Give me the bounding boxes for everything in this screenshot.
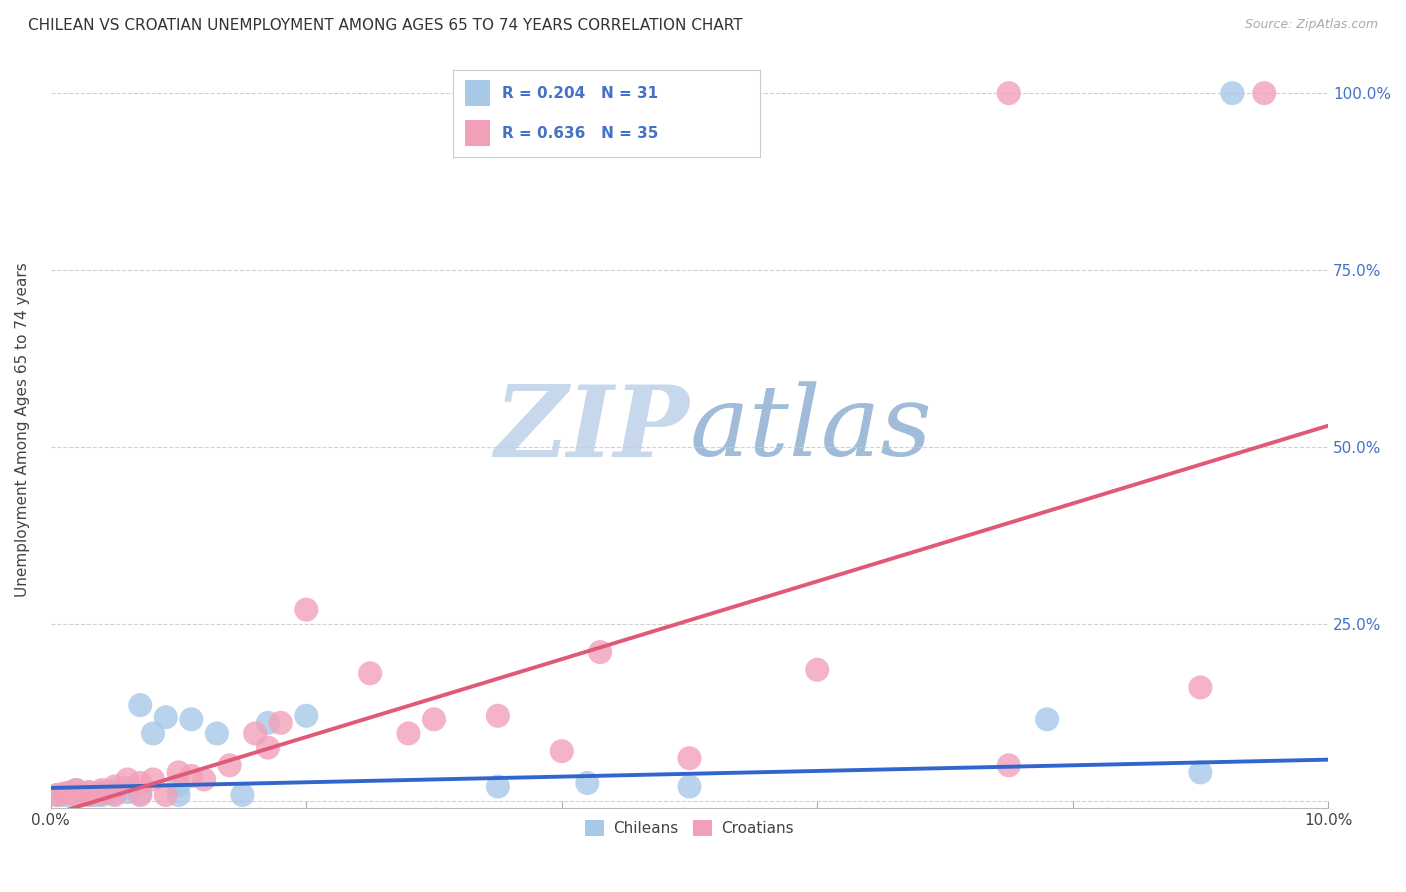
Point [129,788,152,802]
Point [52,788,75,802]
Point [104,788,127,802]
Point [65,783,87,797]
Point [589,645,612,659]
Point [180,712,202,726]
Point [359,666,381,681]
Point [231,788,253,802]
Point [1036,712,1059,726]
Point [398,726,420,740]
Point [486,708,509,723]
Point [90,787,112,801]
Point [167,788,190,802]
Point [486,780,509,794]
Point [245,726,267,740]
Legend: Chileans, Croatians: Chileans, Croatians [576,811,803,846]
Point [1253,86,1275,100]
Point [117,780,139,795]
Point [59,788,82,802]
Point [155,710,177,724]
Point [90,788,112,802]
Point [1189,681,1212,695]
Point [59,785,82,799]
Point [65,787,87,801]
Text: atlas: atlas [689,382,932,477]
Point [998,758,1021,772]
Point [65,783,87,797]
Point [1220,86,1243,100]
Text: Source: ZipAtlas.com: Source: ZipAtlas.com [1244,18,1378,31]
Point [257,740,280,755]
Point [806,663,828,677]
Point [205,726,228,740]
Point [193,772,215,787]
Point [46,788,69,802]
Text: CHILEAN VS CROATIAN UNEMPLOYMENT AMONG AGES 65 TO 74 YEARS CORRELATION CHART: CHILEAN VS CROATIAN UNEMPLOYMENT AMONG A… [28,18,742,33]
Point [257,715,280,730]
Point [77,785,100,799]
Point [218,758,240,772]
Point [104,783,127,797]
Point [129,787,152,801]
Point [998,86,1021,100]
Point [678,751,700,765]
Point [295,602,318,616]
Point [65,788,87,802]
Point [72,787,94,801]
Point [270,715,292,730]
Point [423,712,446,726]
Point [90,783,112,797]
Point [104,787,127,801]
Point [52,787,75,801]
Point [167,765,190,780]
Point [84,788,107,802]
Point [129,776,152,790]
Point [77,788,100,802]
Point [1189,765,1212,780]
Point [90,785,112,799]
Point [678,780,700,794]
Point [142,772,165,787]
Point [576,776,599,790]
Point [551,744,574,758]
Point [77,785,100,799]
Text: ZIP: ZIP [495,381,689,477]
Point [180,769,202,783]
Point [117,772,139,787]
Point [155,788,177,802]
Point [104,780,127,794]
Point [46,788,69,802]
Point [167,778,190,792]
Point [77,788,100,802]
Point [117,785,139,799]
Y-axis label: Unemployment Among Ages 65 to 74 years: Unemployment Among Ages 65 to 74 years [15,262,30,597]
Point [295,708,318,723]
Point [129,698,152,713]
Point [142,726,165,740]
